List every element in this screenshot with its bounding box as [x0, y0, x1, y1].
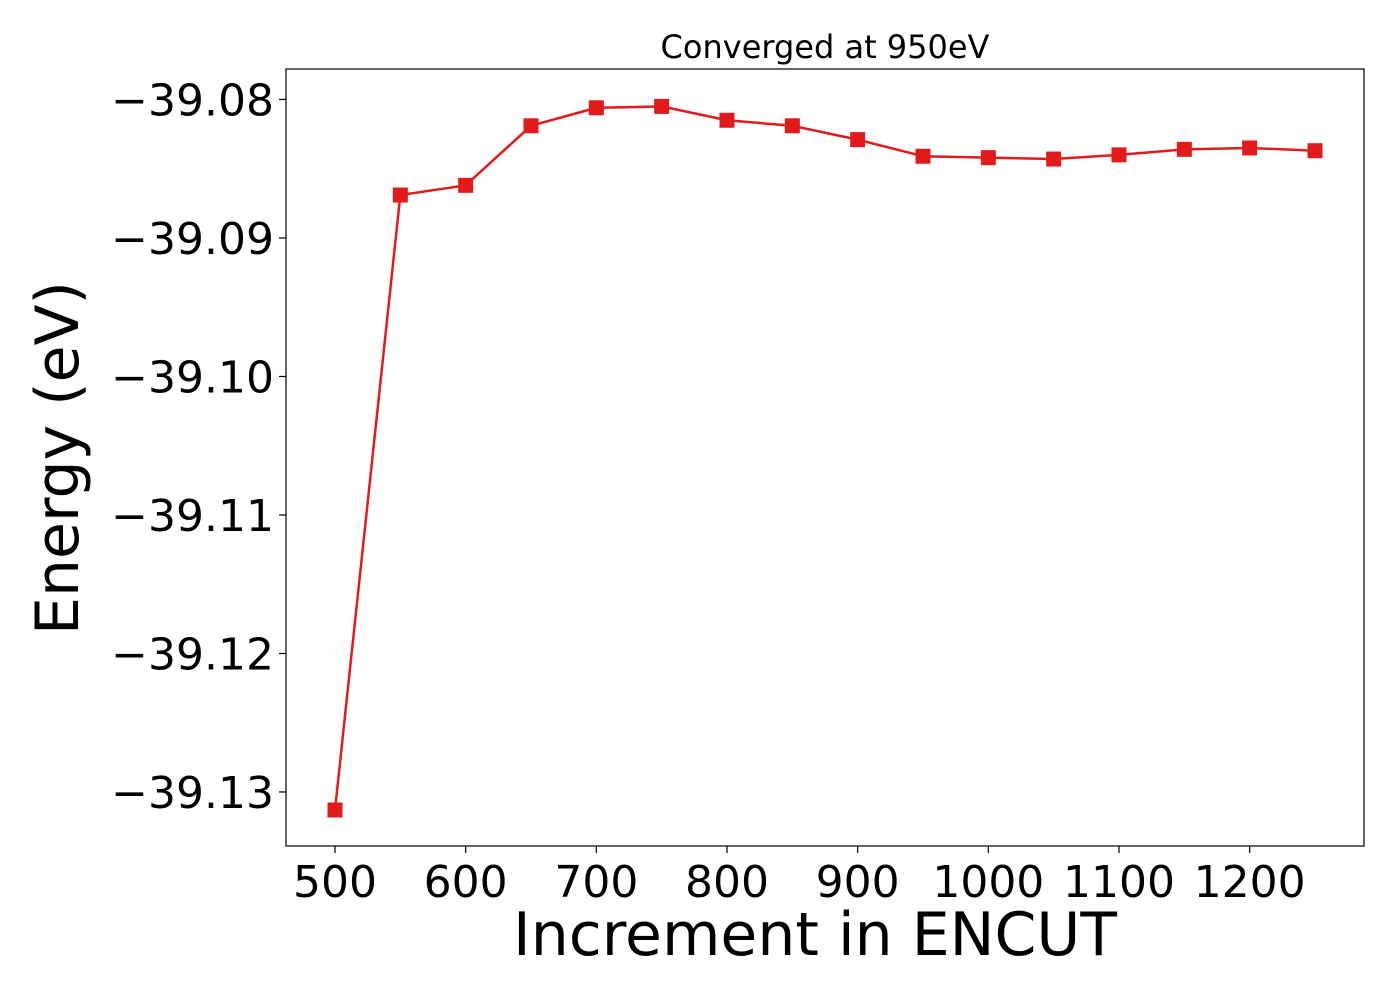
- data-point: [1046, 151, 1062, 167]
- data-point: [1111, 147, 1127, 163]
- data-point: [1176, 141, 1192, 157]
- plot-frame: [285, 68, 1365, 847]
- y-axis: −39.08 −39.09 −39.10 −39.11 −39.12 −39.13: [111, 75, 286, 819]
- data-point: [1242, 140, 1258, 156]
- x-tick-label: 1200: [1194, 857, 1306, 908]
- x-tick-label: 500: [293, 857, 377, 908]
- data-point: [523, 118, 539, 134]
- y-tick-label: −39.11: [111, 491, 274, 542]
- x-tick-label: 600: [424, 857, 508, 908]
- data-point: [588, 100, 604, 116]
- data-point: [1307, 143, 1323, 159]
- x-tick-label: 700: [554, 857, 638, 908]
- data-point: [915, 148, 931, 164]
- data-point: [719, 112, 735, 128]
- data-point: [850, 132, 866, 148]
- data-point: [980, 150, 996, 166]
- x-axis: 500 600 700 800 900 1000 1100 1200: [293, 846, 1306, 908]
- x-tick-label: 1100: [1063, 857, 1175, 908]
- data-point: [392, 187, 408, 203]
- x-tick-label: 1000: [932, 857, 1044, 908]
- x-tick-label: 800: [685, 857, 769, 908]
- data-point: [327, 802, 343, 818]
- y-tick-label: −39.13: [111, 768, 274, 819]
- y-tick-label: −39.09: [111, 214, 274, 265]
- series-layer: [327, 98, 1323, 818]
- y-tick-label: −39.08: [111, 75, 274, 126]
- chart-title: Converged at 950eV: [661, 28, 990, 66]
- data-point: [784, 118, 800, 134]
- series-line: [333, 105, 1316, 811]
- x-axis-title: Increment in ENCUT: [513, 900, 1117, 970]
- y-axis-title: Energy (eV): [23, 281, 93, 635]
- y-tick-label: −39.10: [111, 352, 274, 403]
- data-point: [458, 177, 474, 193]
- data-point: [654, 98, 670, 114]
- y-tick-label: −39.12: [111, 629, 274, 680]
- x-tick-label: 900: [816, 857, 900, 908]
